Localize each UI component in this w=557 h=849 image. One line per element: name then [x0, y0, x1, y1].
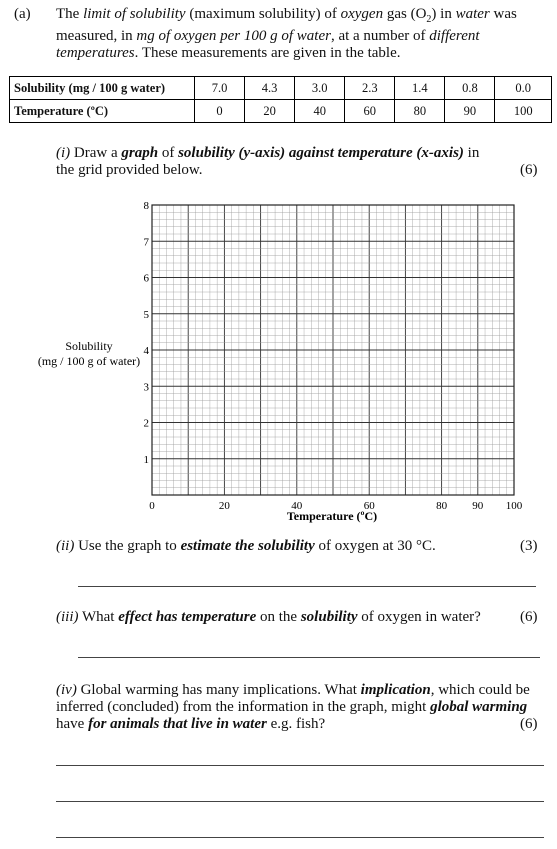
- table-cell: 90: [444, 99, 496, 123]
- question-label: (iii): [56, 609, 79, 625]
- text-run: in the grid provided below.: [56, 145, 480, 178]
- table-cell: 80: [394, 99, 446, 123]
- table-cell: 0: [193, 99, 246, 123]
- part-label: (a): [14, 6, 31, 22]
- text-run: The: [56, 6, 84, 22]
- y-axis-label: Solubility: [65, 339, 112, 353]
- table-cell: 7.0: [193, 76, 246, 100]
- text-run: , at a number of: [330, 28, 430, 44]
- question-iii: (iii) What effect has temperature on the…: [56, 609, 516, 626]
- x-tick-label: 20: [219, 500, 231, 512]
- text-run: solubility (y-axis) against temperature …: [178, 145, 464, 161]
- text-run: water: [455, 6, 490, 22]
- question-label: (i): [56, 145, 71, 161]
- table-cell: 2.3: [344, 76, 396, 100]
- text-run: graph: [121, 145, 159, 161]
- question-iv: (iv) Global warming has many implication…: [56, 682, 532, 733]
- x-axis-label: Temperature (ºC): [287, 509, 377, 523]
- marks-label: (3): [520, 538, 538, 554]
- y-tick-label: 0: [149, 500, 155, 512]
- question-label: (ii): [56, 538, 75, 554]
- text-run: 2: [426, 14, 432, 25]
- table-cell: 100: [494, 99, 552, 123]
- x-tick-label: 40: [291, 500, 303, 512]
- text-run: What: [78, 609, 119, 625]
- y-axis-ticks: 0 1 2 3 4 5 6 7 8: [144, 200, 156, 512]
- y-tick-label: 4: [144, 345, 150, 357]
- text-run: on the: [256, 609, 301, 625]
- x-tick-label: 90: [472, 500, 484, 512]
- text-run: effect has temperature: [118, 609, 257, 625]
- table-row: Temperature (ºC) 0 20 40 60 80 90 100: [9, 99, 552, 123]
- text-run: of: [158, 145, 179, 161]
- y-tick-label: 3: [144, 381, 150, 393]
- text-run: , which could be inferred (concluded) fr…: [56, 682, 530, 715]
- question-text: What effect has temperature on the solub…: [79, 609, 481, 625]
- text-run: solubility: [300, 609, 358, 625]
- table-cell: 60: [344, 99, 396, 123]
- answer-line[interactable]: [56, 801, 544, 802]
- text-run: implication: [360, 682, 431, 698]
- x-tick-label: 80: [436, 500, 448, 512]
- y-tick-label: 7: [144, 236, 150, 248]
- table-cell: 4.3: [244, 76, 296, 100]
- y-tick-label: 6: [144, 273, 150, 285]
- table-row: Solubility (mg / 100 g water) 7.0 4.3 3.…: [9, 76, 552, 100]
- text-run: . These measurements are given in the ta…: [134, 45, 401, 61]
- table-cell: 20: [244, 99, 296, 123]
- marks-label: (6): [520, 609, 538, 625]
- intro-text: The limit of solubility (maximum solubil…: [56, 6, 546, 62]
- question-text: Draw a graph of solubility (y-axis) agai…: [56, 145, 479, 178]
- answer-line[interactable]: [78, 586, 536, 587]
- question-label: (iv): [56, 682, 77, 698]
- text-run: (maximum solubility) of: [185, 6, 341, 22]
- text-run: was measured, in: [56, 6, 517, 44]
- y-axis-label-units: (mg / 100 g of water): [38, 354, 140, 368]
- text-run: of oxygen at 30 °C.: [314, 538, 436, 554]
- marks-label: (6): [520, 716, 538, 732]
- x-axis-ticks: 20 40 60 80 90 100: [219, 500, 523, 512]
- y-tick-label: 1: [144, 454, 150, 466]
- question-text: Global warming has many implications. Wh…: [56, 682, 530, 732]
- text-run: different temperatures: [56, 28, 480, 61]
- y-tick-label: 8: [144, 200, 150, 212]
- grid-border: [151, 204, 515, 496]
- y-tick-label: 2: [144, 418, 150, 430]
- text-run: of oxygen in water?: [357, 609, 481, 625]
- x-tick-label: 100: [506, 500, 523, 512]
- x-tick-label: 60: [364, 500, 376, 512]
- answer-line[interactable]: [78, 657, 540, 658]
- table-cell: 0.8: [444, 76, 496, 100]
- text-run: gas (O: [383, 6, 427, 22]
- table-cell: 1.4: [394, 76, 446, 100]
- text-run: limit of solubility: [83, 6, 186, 22]
- text-run: oxygen: [340, 6, 384, 22]
- text-run: global warming: [430, 699, 528, 715]
- text-run: ) in: [431, 6, 456, 22]
- data-table: Solubility (mg / 100 g water) 7.0 4.3 3.…: [9, 76, 552, 123]
- answer-line[interactable]: [56, 765, 544, 766]
- text-run: estimate the solubility: [180, 538, 315, 554]
- marks-label: (6): [520, 162, 538, 178]
- text-run: mg of oxygen per 100 g of water: [136, 28, 331, 44]
- text-run: Global warming has many implications. Wh…: [76, 682, 361, 698]
- graph-grid[interactable]: 0 1 2 3 4 5 6 7 8 20 40 60 80 90 100 Solubility (mg /…: [0, 190, 557, 530]
- table-cell: 0.0: [494, 76, 552, 100]
- text-run: Use the graph to: [74, 538, 181, 554]
- question-text: Use the graph to estimate the solubility…: [74, 538, 436, 554]
- grid-lines: [151, 204, 515, 496]
- table-cell: 40: [294, 99, 346, 123]
- text-run: have: [56, 716, 89, 732]
- y-tick-label: 5: [144, 309, 150, 321]
- text-run: e.g. fish?: [266, 716, 326, 732]
- question-i: (i) Draw a graph of solubility (y-axis) …: [56, 145, 496, 179]
- answer-line[interactable]: [56, 837, 544, 838]
- row-header: Temperature (ºC): [9, 99, 195, 123]
- text-run: Draw a: [70, 145, 122, 161]
- question-ii: (ii) Use the graph to estimate the solub…: [56, 538, 496, 555]
- table-cell: 3.0: [294, 76, 346, 100]
- text-run: for animals that live in water: [88, 716, 267, 732]
- row-header: Solubility (mg / 100 g water): [9, 76, 195, 100]
